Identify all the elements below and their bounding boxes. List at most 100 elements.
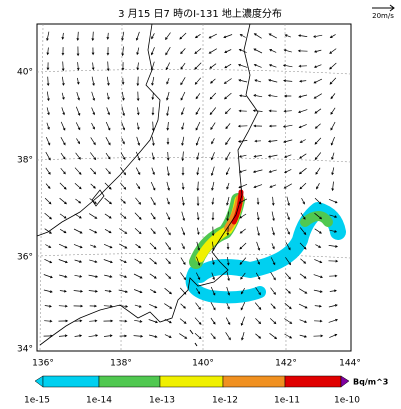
wind-arrow [76,31,80,41]
wind-arrow [46,122,50,130]
wind-arrow [226,182,230,190]
wind-arrow [225,151,231,161]
wind-arrow [270,272,276,281]
wind-arrow [195,136,200,146]
wind-arrow [149,242,157,250]
wind-arrow [181,182,185,190]
wind-arrow [106,76,110,86]
wind-arrow [150,61,155,71]
wind-arrow [149,334,158,338]
colorbar-label: 1e-11 [274,396,300,406]
sado-island [91,189,105,207]
wind-arrow [59,274,68,278]
wind-arrow [91,31,95,42]
wind-arrow [135,151,141,161]
wind-arrow [151,121,155,132]
wind-arrow [90,152,97,161]
wind-arrow [151,33,155,40]
wind-arrow [181,227,186,236]
wind-arrow [328,259,339,263]
wind-arrow [164,318,172,324]
colorbar-cell [159,375,224,388]
wind-arrow [254,139,262,143]
wind-arrow [180,48,186,55]
wind-arrow [299,182,307,190]
wind-arrow [196,288,201,295]
wind-arrow [165,62,171,71]
wind-arrow [195,302,201,310]
wind-arrow [104,228,112,234]
wind-arrow [268,79,278,83]
wind-arrow [328,198,338,204]
wind-arrow [210,317,216,325]
wind-arrow [271,196,275,206]
wind-arrow [328,318,338,323]
wind-arrow [166,197,170,205]
wind-arrow [121,46,125,57]
wind-arrow [314,212,323,220]
wind-arrow [91,62,95,71]
wind-arrow [180,77,186,86]
wind-arrow [314,49,322,53]
wind-arrow [285,288,291,294]
wind-arrow [253,94,263,98]
wind-arrow [329,333,338,338]
wind-arrow [179,318,187,324]
wind-arrow [194,317,202,325]
wind-arrow [59,228,67,234]
wind-arrow [46,107,50,116]
wind-arrow [149,273,157,279]
wind-arrow [224,92,232,100]
wind-arrow [133,289,143,294]
wind-arrow [181,107,185,116]
wind-arrow [208,33,217,39]
wind-arrow [329,274,338,278]
wind-arrow [238,169,247,173]
map-title: 3 月15 日7 時のI-131 地上濃度分布 [118,7,282,20]
wind-arrow [313,64,322,68]
wind-arrow [240,302,246,311]
wind-arrow [59,213,67,219]
wind-arrow [211,197,215,205]
wind-arrow [165,273,172,280]
wind-arrow [329,62,337,70]
wind-arrow [315,244,322,248]
wind-arrow [165,258,171,265]
wind-arrow [106,32,110,40]
wind-arrow [209,107,217,116]
wind-arrow [267,154,278,158]
wind-arrow [313,274,323,279]
wind-arrow [224,108,231,115]
wind-arrow [106,92,110,100]
wind-arrow [91,122,95,130]
wind-arrow [150,228,156,235]
lat-labels: 40° 38° 36° 34° [17,68,33,355]
wind-arrow [104,289,112,293]
wind-arrow [256,212,260,221]
wind-arrow [270,287,276,295]
wind-arrow [74,319,83,323]
wind-arrow [329,48,337,54]
wind-arrow [136,47,140,56]
wind-arrow [103,334,113,338]
wind-arrow [121,106,126,117]
wind-arrow [239,34,246,38]
wind-arrow [256,226,260,237]
wind-arrow [119,334,128,338]
wind-arrow [59,289,67,293]
wind-arrow [284,154,292,158]
wind-arrow [88,334,99,338]
lon-labels: 136° 138° 140° 142° 144° [32,359,361,369]
wind-arrow [226,242,230,250]
wind-arrow [179,287,187,295]
wind-arrow [90,244,97,248]
wind-arrow [74,274,83,278]
wind-arrow [225,137,231,146]
wind-arrow [88,289,98,293]
wind-arrow [211,257,215,266]
wind-arrow [209,63,217,69]
wind-arrow [105,168,111,175]
wind-arrows [43,31,339,341]
wind-arrow [253,184,263,189]
